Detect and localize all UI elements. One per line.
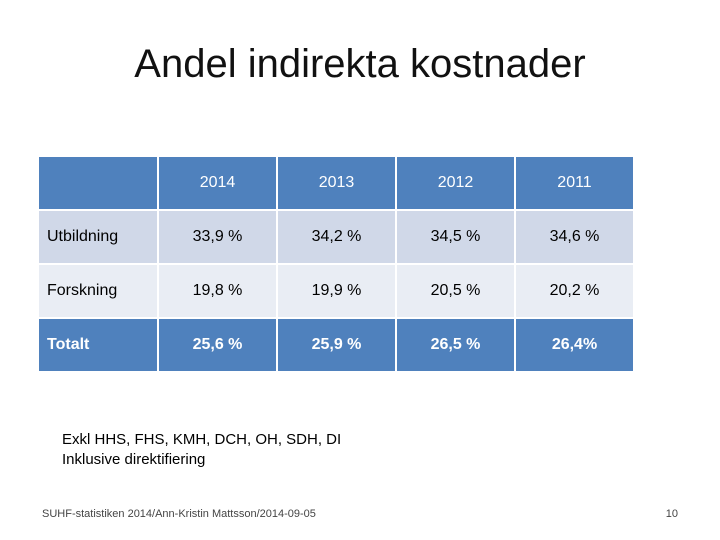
table-cell: 25,9 % xyxy=(276,317,397,373)
table-cell: 26,5 % xyxy=(395,317,516,373)
table-cell: 20,2 % xyxy=(514,263,635,319)
page-number: 10 xyxy=(665,508,678,520)
row-label: Utbildning xyxy=(37,209,159,265)
year-header: 2013 xyxy=(276,155,397,211)
year-header: 2014 xyxy=(157,155,278,211)
note-line: Inklusive direktifiering xyxy=(62,451,206,468)
table-header-row: 2014 2013 2012 2011 xyxy=(37,155,635,211)
table-cell: 34,6 % xyxy=(514,209,635,265)
table-cell: 19,8 % xyxy=(157,263,278,319)
slide-footer: SUHF-statistiken 2014/Ann-Kristin Mattss… xyxy=(42,508,316,520)
table-corner-cell xyxy=(37,155,159,211)
cost-share-table: 2014 2013 2012 2011 Utbildning 33,9 % 34… xyxy=(37,155,635,373)
table-row-forskning: Forskning 19,8 % 19,9 % 20,5 % 20,2 % xyxy=(37,263,635,319)
row-label: Forskning xyxy=(37,263,159,319)
note-line: Exkl HHS, FHS, KMH, DCH, OH, SDH, DI xyxy=(62,431,342,448)
table-cell: 19,9 % xyxy=(276,263,397,319)
table-row-utbildning: Utbildning 33,9 % 34,2 % 34,5 % 34,6 % xyxy=(37,209,635,265)
year-header: 2011 xyxy=(514,155,635,211)
year-header: 2012 xyxy=(395,155,516,211)
table-cell: 34,5 % xyxy=(395,209,516,265)
slide-title: Andel indirekta kostnader xyxy=(134,42,586,86)
table-cell: 25,6 % xyxy=(157,317,278,373)
row-label: Totalt xyxy=(37,317,159,373)
table-note: Exkl HHS, FHS, KMH, DCH, OH, SDH, DI Ink… xyxy=(62,430,341,470)
table-cell: 33,9 % xyxy=(157,209,278,265)
table-cell: 26,4% xyxy=(514,317,635,373)
table-cell: 20,5 % xyxy=(395,263,516,319)
table-row-totalt: Totalt 25,6 % 25,9 % 26,5 % 26,4% xyxy=(37,317,635,373)
table-cell: 34,2 % xyxy=(276,209,397,265)
